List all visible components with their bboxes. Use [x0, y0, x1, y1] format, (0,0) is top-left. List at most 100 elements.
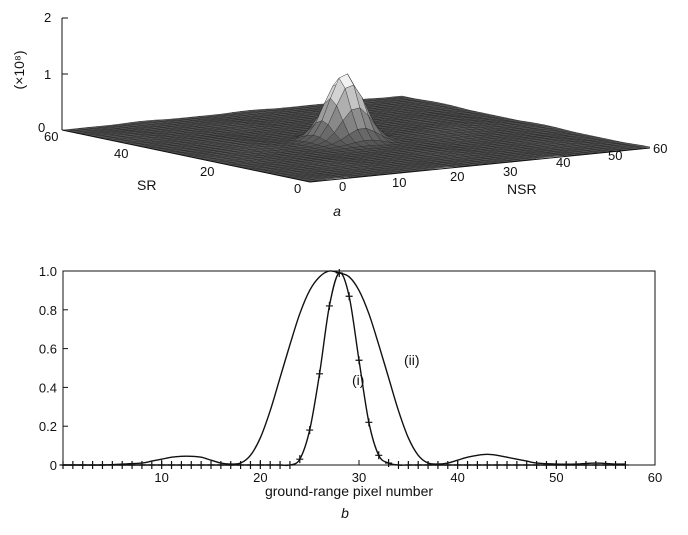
series-i-line: [63, 272, 626, 467]
panel-a-caption: a: [333, 203, 341, 219]
plot-b-ticks: 10 20 30 40 50 60 0 0.2 0.4 0.6 0.8 1.0: [39, 264, 662, 485]
series-i-point: [493, 461, 501, 469]
series-i-annotation: (i): [352, 372, 364, 388]
series-i-point: [286, 461, 294, 469]
series-i-point: [197, 461, 205, 469]
series-i-point: [276, 461, 284, 469]
series-i-point: [464, 461, 472, 469]
series-i-point: [523, 461, 531, 469]
series-i-point: [444, 461, 452, 469]
z-tick-label-2: 2: [44, 10, 51, 25]
series-i-point: [108, 461, 116, 469]
surface-panel: 2 1 0 (×10⁸) 60 40 20 0 SR 0 10 20 30 40…: [11, 10, 667, 219]
series-i-point: [217, 461, 225, 469]
series-i-point: [533, 461, 541, 469]
panel-b-caption: b: [341, 505, 349, 521]
y-tick-label: 0.8: [39, 303, 57, 318]
series-i-point: [118, 461, 126, 469]
surface-facet: [635, 145, 651, 149]
series-i-point: [266, 461, 274, 469]
series-i-point: [227, 461, 235, 469]
y-tick-label: 0.6: [39, 342, 57, 357]
z-tick-label-1: 1: [44, 67, 51, 82]
z-axis-label: (×10⁸): [11, 51, 27, 90]
line-panel: 10 20 30 40 50 60 0 0.2 0.4 0.6 0.8 1.0 (i) (ii) gr…: [39, 264, 662, 521]
series-i-point: [434, 461, 442, 469]
sr-tick-0: 0: [294, 181, 301, 196]
sr-axis-label: SR: [137, 177, 156, 193]
series-i-point: [296, 455, 304, 464]
x-axis-label: ground-range pixel number: [265, 483, 433, 499]
surface-mesh: [61, 73, 651, 183]
series-i-point: [158, 461, 166, 469]
series-i-point: [394, 461, 402, 469]
series-i-point: [562, 461, 570, 469]
series-i-point: [503, 461, 511, 469]
series-i-point: [513, 461, 521, 469]
series-i-point: [592, 461, 600, 469]
plot-b-frame: [62, 270, 656, 466]
series-i-point: [552, 461, 560, 469]
nsr-tick-50: 50: [608, 148, 622, 163]
nsr-tick-10: 10: [392, 175, 406, 190]
x-tick-label: 30: [352, 470, 366, 485]
series-ii-line: [63, 270, 626, 466]
series-i-point: [79, 461, 87, 469]
series-i-point: [59, 461, 67, 469]
series-i-point: [621, 461, 629, 469]
nsr-tick-0: 0: [339, 179, 346, 194]
nsr-axis-line: [309, 147, 651, 183]
series-i-point: [582, 461, 590, 469]
series-i-markers: [59, 268, 629, 469]
x-tick-label: 10: [154, 470, 168, 485]
series-i-point: [187, 461, 195, 469]
x-tick-label: 20: [253, 470, 267, 485]
series-i-point: [572, 461, 580, 469]
series-i-point: [98, 461, 106, 469]
series-i-point: [612, 461, 620, 469]
series-i-point: [414, 461, 422, 469]
sr-tick-20: 20: [200, 164, 214, 179]
series-i-point: [256, 461, 264, 469]
series-i-point: [483, 461, 491, 469]
series-i-point: [207, 461, 215, 469]
series-i-point: [473, 461, 481, 469]
y-tick-label: 1.0: [39, 264, 57, 279]
series-i-point: [69, 461, 77, 469]
sr-axis-line: [61, 129, 311, 183]
series-i-point: [345, 292, 353, 301]
series-i-point: [355, 356, 363, 365]
series-i-point: [128, 461, 136, 469]
series-i-point: [375, 451, 383, 460]
series-i-point: [246, 461, 254, 469]
series-i-point: [316, 369, 324, 378]
x-tick-label: 50: [549, 470, 563, 485]
series-i-point: [237, 461, 245, 469]
y-tick-label: 0.4: [39, 380, 57, 395]
series-i-point: [138, 461, 146, 469]
series-i-point: [306, 426, 314, 435]
series-i-point: [542, 461, 550, 469]
sr-tick-60: 60: [44, 129, 58, 144]
series-i-point: [148, 461, 156, 469]
series-ii-annotation: (ii): [404, 352, 420, 368]
nsr-tick-60: 60: [653, 141, 667, 156]
series-i-point: [365, 418, 373, 427]
sr-tick-40: 40: [114, 146, 128, 161]
y-tick-label: 0: [50, 458, 57, 473]
x-tick-label: 40: [450, 470, 464, 485]
series-i-point: [177, 461, 185, 469]
series-i-point: [385, 459, 393, 468]
series-i-point: [325, 301, 333, 310]
x-tick-label: 60: [648, 470, 662, 485]
series-i-point: [602, 461, 610, 469]
series-i-point: [424, 461, 432, 469]
nsr-axis-label: NSR: [507, 181, 537, 197]
z-tick-label-0: 0: [38, 120, 45, 135]
series-i-point: [454, 461, 462, 469]
nsr-tick-40: 40: [556, 155, 570, 170]
series-i-point: [168, 461, 176, 469]
series-i-point: [89, 461, 97, 469]
nsr-tick-30: 30: [503, 164, 517, 179]
